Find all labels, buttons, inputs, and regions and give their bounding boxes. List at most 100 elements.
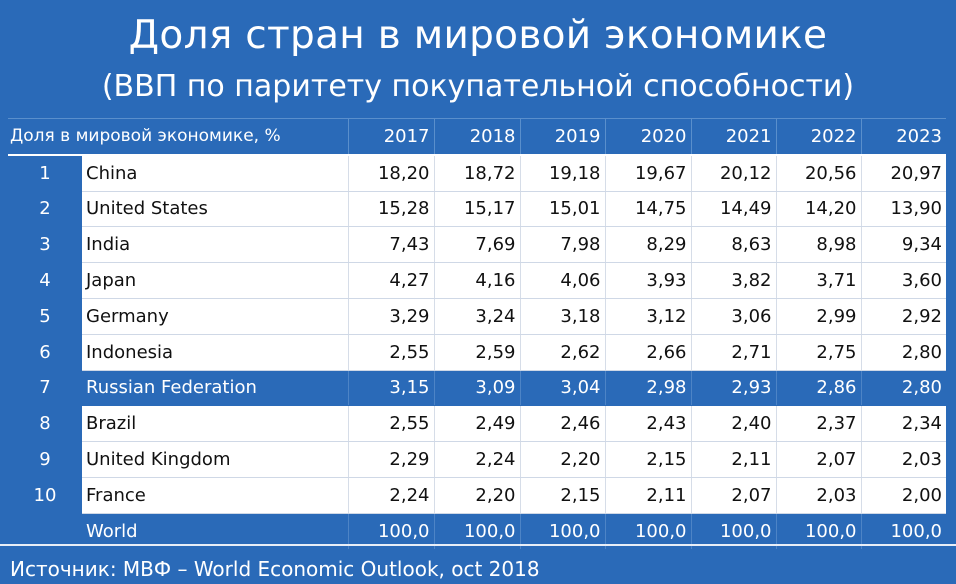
value-cell: 2,55 <box>347 334 434 371</box>
country-cell: France <box>82 477 348 514</box>
value-cell: 3,06 <box>690 298 776 335</box>
value-cell: 13,90 <box>860 191 946 228</box>
country-cell: Germany <box>82 298 348 335</box>
value-cell: 100,0 <box>347 513 434 549</box>
table-label: Доля в мировой экономике, % <box>8 117 349 156</box>
rank-cell: 6 <box>8 334 82 371</box>
table-row: 10 France 2,24 2,20 2,15 2,11 2,07 2,03 2,00 <box>8 477 946 514</box>
value-cell: 18,72 <box>433 154 520 192</box>
value-cell: 100,0 <box>690 513 776 549</box>
value-cell: 18,20 <box>347 154 434 192</box>
value-cell: 7,43 <box>347 226 434 264</box>
value-cell: 2,43 <box>604 405 691 443</box>
rank-cell: 4 <box>8 262 82 299</box>
value-cell: 14,75 <box>604 191 691 228</box>
value-cell: 4,16 <box>433 262 520 299</box>
value-cell: 3,15 <box>347 370 434 407</box>
value-cell: 100,0 <box>433 513 520 549</box>
value-cell: 15,01 <box>519 191 605 228</box>
country-cell: United States <box>82 191 348 228</box>
country-cell: Brazil <box>82 405 348 443</box>
value-cell: 2,07 <box>690 477 776 514</box>
value-cell: 2,20 <box>519 441 605 478</box>
value-cell: 2,62 <box>519 334 605 371</box>
country-cell: Indonesia <box>82 334 348 371</box>
table-row: 3 India 7,43 7,69 7,98 8,29 8,63 8,98 9,34 <box>8 226 946 264</box>
value-cell: 2,66 <box>604 334 691 371</box>
rank-cell: 9 <box>8 441 82 478</box>
value-cell: 20,97 <box>860 154 946 192</box>
value-cell: 3,93 <box>604 262 691 299</box>
rank-cell: 8 <box>8 405 82 442</box>
value-cell: 2,20 <box>433 477 520 514</box>
value-cell: 2,46 <box>519 405 605 443</box>
value-cell: 2,24 <box>433 441 520 478</box>
value-cell: 7,98 <box>519 226 605 264</box>
country-cell: India <box>82 226 348 264</box>
rank-cell: 7 <box>8 370 82 406</box>
table-row: 2 United States 15,28 15,17 15,01 14,75 14,49 1… <box>8 191 946 228</box>
value-cell: 8,63 <box>690 226 776 264</box>
year-header: 2020 <box>604 117 691 156</box>
source-note: Источник: МВФ – World Economic Outlook, … <box>10 557 540 581</box>
value-cell: 2,34 <box>860 405 946 443</box>
value-cell: 20,56 <box>775 154 861 192</box>
value-cell: 2,75 <box>775 334 861 371</box>
table-row: 4 Japan 4,27 4,16 4,06 3,93 3,82 3,71 3,60 <box>8 262 946 299</box>
value-cell: 100,0 <box>775 513 861 549</box>
value-cell: 14,20 <box>775 191 861 228</box>
value-cell: 2,15 <box>604 441 691 478</box>
value-cell: 9,34 <box>860 226 946 264</box>
year-header: 2017 <box>347 117 434 156</box>
value-cell: 19,67 <box>604 154 691 192</box>
header: Доля стран в мировой экономике (ВВП по п… <box>0 0 956 118</box>
table-row: 6 Indonesia 2,55 2,59 2,62 2,66 2,71 2,75 2,80 <box>8 334 946 371</box>
value-cell: 100,0 <box>604 513 691 549</box>
value-cell: 3,04 <box>519 370 605 407</box>
value-cell: 100,0 <box>860 513 946 549</box>
value-cell: 100,0 <box>519 513 605 549</box>
rank-cell: 1 <box>8 154 82 192</box>
value-cell: 2,80 <box>860 334 946 371</box>
year-header: 2021 <box>690 117 776 156</box>
year-header: 2018 <box>433 117 520 156</box>
value-cell: 2,11 <box>604 477 691 514</box>
value-cell: 7,69 <box>433 226 520 264</box>
value-cell: 2,92 <box>860 298 946 335</box>
value-cell: 2,03 <box>775 477 861 514</box>
value-cell: 2,37 <box>775 405 861 443</box>
value-cell: 19,18 <box>519 154 605 192</box>
value-cell: 2,07 <box>775 441 861 478</box>
value-cell: 2,49 <box>433 405 520 443</box>
value-cell: 15,28 <box>347 191 434 228</box>
value-cell: 2,86 <box>775 370 861 407</box>
value-cell: 2,00 <box>860 477 946 514</box>
value-cell: 2,15 <box>519 477 605 514</box>
value-cell: 2,93 <box>690 370 776 407</box>
year-header: 2022 <box>775 117 861 156</box>
table-row: 8 Brazil 2,55 2,49 2,46 2,43 2,40 2,37 2,34 <box>8 405 946 443</box>
value-cell: 14,49 <box>690 191 776 228</box>
total-row: World 100,0 100,0 100,0 100,0 100,0 100,0 100,0 <box>8 513 946 549</box>
rank-cell: 5 <box>8 298 82 335</box>
value-cell: 3,12 <box>604 298 691 335</box>
table-body: 1 China 18,20 18,72 19,18 19,67 20,12 20,56 20,9… <box>8 154 946 549</box>
country-cell: United Kingdom <box>82 441 348 478</box>
table-header-row: Доля в мировой экономике, % 2017 2018 20… <box>8 117 946 156</box>
value-cell: 4,27 <box>347 262 434 299</box>
table-row: 9 United Kingdom 2,29 2,24 2,20 2,15 2,11 2,07 2… <box>8 441 946 478</box>
value-cell: 2,98 <box>604 370 691 407</box>
value-cell: 20,12 <box>690 154 776 192</box>
rank-cell: 3 <box>8 226 82 263</box>
value-cell: 3,60 <box>860 262 946 299</box>
country-cell: China <box>82 154 348 192</box>
rank-cell: 2 <box>8 191 82 227</box>
value-cell: 2,55 <box>347 405 434 443</box>
rank-cell <box>8 513 82 549</box>
value-cell: 8,29 <box>604 226 691 264</box>
value-cell: 2,71 <box>690 334 776 371</box>
page-subtitle: (ВВП по паритету покупательной способнос… <box>101 69 855 104</box>
rank-cell: 10 <box>8 477 82 514</box>
value-cell: 8,98 <box>775 226 861 264</box>
value-cell: 4,06 <box>519 262 605 299</box>
